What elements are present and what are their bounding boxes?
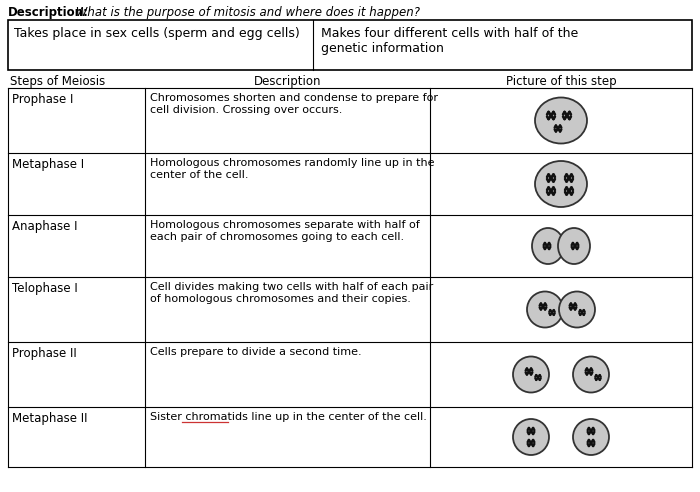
Text: Description:: Description: <box>8 6 89 19</box>
Ellipse shape <box>573 419 609 455</box>
Ellipse shape <box>527 291 563 328</box>
Text: Metaphase I: Metaphase I <box>12 158 84 171</box>
Text: Sister chromatids line up in the center of the cell.: Sister chromatids line up in the center … <box>150 412 427 422</box>
Ellipse shape <box>513 357 549 393</box>
Ellipse shape <box>513 419 549 455</box>
Text: Steps of Meiosis: Steps of Meiosis <box>10 75 105 88</box>
Text: Anaphase I: Anaphase I <box>12 220 78 233</box>
Ellipse shape <box>558 228 590 264</box>
Bar <box>8 20 692 70</box>
Text: Chromosomes shorten and condense to prepare for
cell division. Crossing over occ: Chromosomes shorten and condense to prep… <box>150 93 438 115</box>
Text: Cells prepare to divide a second time.: Cells prepare to divide a second time. <box>150 347 362 357</box>
Ellipse shape <box>535 97 587 144</box>
Text: Makes four different cells with half of the
genetic information: Makes four different cells with half of … <box>321 27 578 55</box>
Text: Cell divides making two cells with half of each pair
of homologous chromosomes a: Cell divides making two cells with half … <box>150 282 433 304</box>
Text: Takes place in sex cells (sperm and egg cells): Takes place in sex cells (sperm and egg … <box>14 27 300 40</box>
Ellipse shape <box>573 357 609 393</box>
Text: Homologous chromosomes separate with half of
each pair of chromosomes going to e: Homologous chromosomes separate with hal… <box>150 220 420 242</box>
Text: Homologous chromosomes randomly line up in the
center of the cell.: Homologous chromosomes randomly line up … <box>150 158 435 180</box>
Text: Prophase I: Prophase I <box>12 93 74 106</box>
Text: Description: Description <box>253 75 321 88</box>
Ellipse shape <box>532 228 564 264</box>
Text: Telophase I: Telophase I <box>12 282 78 295</box>
Ellipse shape <box>559 291 595 328</box>
Ellipse shape <box>535 161 587 207</box>
Text: Metaphase II: Metaphase II <box>12 412 88 425</box>
Text: Picture of this step: Picture of this step <box>505 75 616 88</box>
Text: What is the purpose of mitosis and where does it happen?: What is the purpose of mitosis and where… <box>72 6 420 19</box>
Text: Prophase II: Prophase II <box>12 347 77 360</box>
